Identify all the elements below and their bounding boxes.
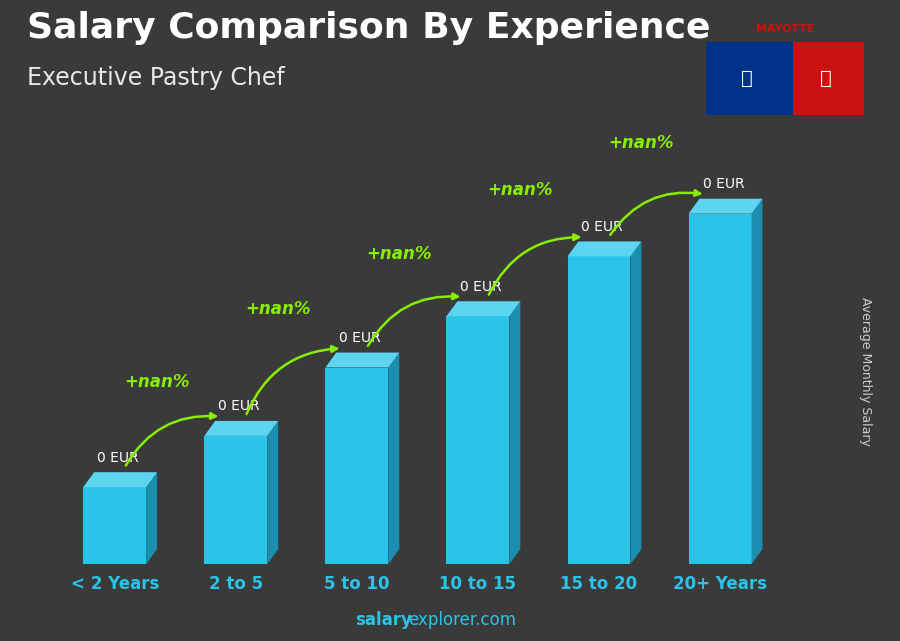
Text: explorer.com: explorer.com <box>408 612 516 629</box>
Text: 0 EUR: 0 EUR <box>581 220 623 234</box>
Polygon shape <box>326 367 388 564</box>
Text: +nan%: +nan% <box>488 181 554 199</box>
Text: +nan%: +nan% <box>366 245 432 263</box>
Text: 0 EUR: 0 EUR <box>97 451 139 465</box>
Text: +nan%: +nan% <box>124 373 190 391</box>
Polygon shape <box>83 487 146 564</box>
Polygon shape <box>446 301 520 316</box>
Text: ꕤ: ꕤ <box>741 69 752 88</box>
Polygon shape <box>706 42 793 115</box>
Polygon shape <box>146 472 158 564</box>
Polygon shape <box>688 199 762 213</box>
Polygon shape <box>326 353 400 367</box>
Text: Average Monthly Salary: Average Monthly Salary <box>860 297 872 446</box>
Polygon shape <box>631 242 642 564</box>
Text: MAYOTTE: MAYOTTE <box>756 24 814 34</box>
Polygon shape <box>509 301 520 564</box>
Polygon shape <box>204 421 278 436</box>
Text: 0 EUR: 0 EUR <box>703 177 744 191</box>
Polygon shape <box>83 472 158 487</box>
Polygon shape <box>568 242 642 256</box>
Polygon shape <box>446 316 509 564</box>
Polygon shape <box>267 421 278 564</box>
Polygon shape <box>388 353 400 564</box>
Polygon shape <box>793 42 864 115</box>
Text: 0 EUR: 0 EUR <box>461 279 502 294</box>
Polygon shape <box>752 199 762 564</box>
Text: Executive Pastry Chef: Executive Pastry Chef <box>27 66 284 90</box>
Text: Salary Comparison By Experience: Salary Comparison By Experience <box>27 11 710 45</box>
Text: 0 EUR: 0 EUR <box>218 399 260 413</box>
Text: ꕤ: ꕤ <box>820 69 832 88</box>
Text: 0 EUR: 0 EUR <box>339 331 381 345</box>
Text: +nan%: +nan% <box>608 134 674 152</box>
Text: +nan%: +nan% <box>246 301 310 319</box>
Polygon shape <box>688 213 752 564</box>
Polygon shape <box>568 256 631 564</box>
Text: salary: salary <box>356 612 412 629</box>
Polygon shape <box>204 436 267 564</box>
